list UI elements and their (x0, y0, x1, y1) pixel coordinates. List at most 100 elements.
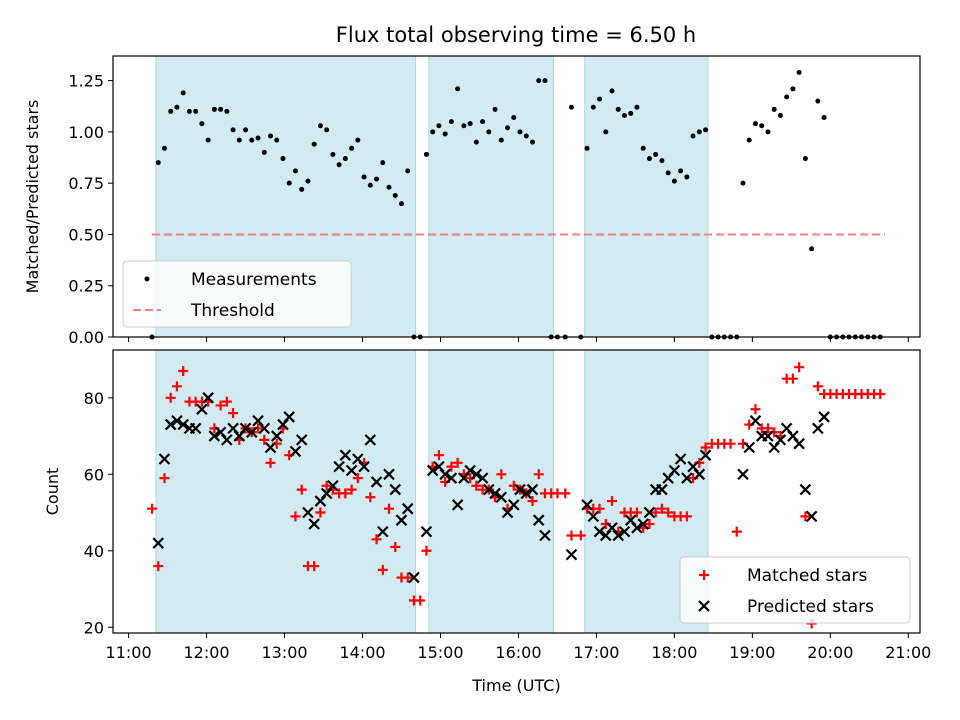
top-data-point (349, 145, 355, 151)
top-legend: Measurements Threshold (122, 260, 352, 328)
top-data-point (640, 145, 646, 151)
top-legend-label: Threshold (190, 301, 275, 321)
top-data-point (498, 137, 504, 143)
top-data-point (684, 174, 690, 180)
bottom-data-point (408, 571, 420, 584)
bottom-data-point (476, 472, 489, 484)
top-data-point (467, 121, 473, 127)
bottom-data-point (265, 457, 276, 468)
bottom-data-point (533, 469, 544, 480)
top-data-point (230, 127, 236, 133)
top-data-point (243, 127, 249, 133)
bottom-data-point (171, 414, 183, 427)
top-y-tick-label: 0.25 (68, 277, 104, 296)
bottom-data-point (699, 449, 712, 461)
bottom-data-point (259, 434, 270, 445)
bottom-x-tick-label: 13:00 (261, 643, 307, 662)
bottom-data-point (731, 526, 742, 537)
bottom-data-point (177, 418, 189, 431)
bottom-y-tick-label: 60 (84, 465, 104, 484)
bottom-data-point (290, 511, 301, 522)
bottom-data-point (221, 434, 233, 446)
top-data-point (505, 125, 511, 131)
top-data-point (790, 86, 796, 92)
bottom-data-point (446, 461, 457, 472)
bottom-data-point (202, 392, 214, 404)
bottom-data-point (737, 468, 749, 481)
top-data-point (671, 178, 677, 184)
bottom-y-axis-label: Count (43, 468, 62, 516)
bottom-data-point (270, 430, 283, 442)
bottom-data-point (787, 373, 798, 384)
bottom-data-point (333, 460, 345, 473)
bottom-x-axis-label: Time (UTC) (471, 676, 560, 695)
bottom-x-tick-label: 12:00 (184, 643, 230, 662)
bottom-data-point (483, 483, 495, 496)
bottom-data-point (390, 541, 401, 552)
top-data-point (765, 129, 771, 135)
bottom-data-point (426, 464, 439, 477)
bottom-data-point (507, 499, 520, 511)
bottom-data-point (264, 441, 277, 454)
top-series-measurements (149, 69, 883, 340)
top-data-point (759, 123, 765, 129)
bottom-data-point (415, 595, 426, 606)
bottom-y-tick-label: 40 (84, 542, 104, 561)
top-data-point (286, 180, 292, 186)
bottom-data-point (618, 525, 631, 538)
top-data-point (609, 88, 615, 94)
bottom-data-point (153, 561, 164, 572)
bottom-data-point (365, 492, 376, 503)
bottom-data-point (164, 418, 177, 431)
bottom-data-point (607, 496, 618, 507)
bottom-data-point (352, 473, 363, 484)
bottom-data-point (433, 450, 444, 461)
top-data-point (442, 131, 448, 137)
top-data-point (249, 137, 255, 143)
figure-title: Flux total observing time = 6.50 h (336, 23, 696, 47)
bottom-data-point (246, 426, 258, 439)
top-data-point (155, 160, 161, 166)
top-data-point (236, 137, 242, 143)
bottom-data-point (643, 506, 656, 519)
top-data-point (255, 135, 261, 141)
top-data-point (523, 133, 529, 139)
bottom-data-point (421, 545, 432, 556)
bottom-data-point (340, 488, 351, 499)
bottom-data-point (743, 441, 756, 454)
top-data-point (690, 133, 696, 139)
top-data-point (752, 121, 758, 127)
top-data-point (461, 123, 467, 129)
top-data-point (621, 112, 627, 118)
bottom-data-point (565, 548, 578, 561)
bottom-data-point (750, 404, 761, 415)
bottom-data-point (800, 511, 811, 522)
bottom-data-point (302, 506, 314, 519)
top-data-point (355, 137, 361, 143)
top-data-point (342, 156, 348, 162)
bottom-data-point (674, 453, 687, 465)
bottom-legend-label: Matched stars (747, 566, 867, 586)
bottom-data-point (470, 468, 483, 481)
top-data-point (809, 246, 815, 252)
bottom-data-point (812, 381, 823, 392)
bottom-data-point (159, 473, 170, 484)
bottom-data-point (452, 457, 463, 468)
bottom-legend: Matched stars Predicted stars (679, 556, 911, 624)
bottom-data-point (631, 507, 642, 518)
bottom-data-point (370, 476, 383, 488)
top-data-point (305, 178, 311, 184)
bottom-shaded-span-1 (155, 349, 417, 634)
bottom-data-point (152, 537, 165, 549)
bottom-x-tick-label: 14:00 (339, 643, 385, 662)
bottom-x-tick-label: 16:00 (495, 643, 541, 662)
bottom-data-point (575, 530, 586, 541)
bottom-data-point (389, 483, 402, 496)
bottom-series-predicted-stars (152, 392, 830, 584)
top-data-point (398, 201, 404, 207)
bottom-data-point (239, 422, 252, 435)
top-data-point (448, 119, 454, 125)
bottom-x-tick-label: 17:00 (573, 643, 619, 662)
bottom-data-point (539, 529, 551, 542)
top-shaded-span-2 (428, 55, 555, 338)
